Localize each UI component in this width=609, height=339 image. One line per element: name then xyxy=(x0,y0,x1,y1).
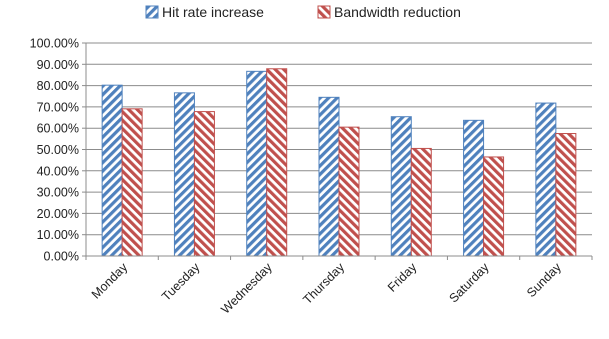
legend-label-bandwidth-reduction: Bandwidth reduction xyxy=(334,4,461,20)
bar-hit-rate-increase-monday xyxy=(101,84,123,257)
bar-bandwidth-reduction-thursday xyxy=(338,126,360,257)
x-tick-label: Thursday xyxy=(300,260,347,307)
bar-bandwidth-reduction-tuesday xyxy=(193,111,215,257)
bar-hit-rate-increase-wednesday xyxy=(246,70,268,257)
y-tick-label: 30.00% xyxy=(37,186,79,200)
bar-hit-rate-increase-sunday xyxy=(535,102,557,257)
legend-label-hit-rate-increase: Hit rate increase xyxy=(162,4,264,20)
y-tick-label: 10.00% xyxy=(37,228,79,242)
bar-bandwidth-reduction-saturday xyxy=(483,156,505,257)
y-tick-label: 70.00% xyxy=(37,100,79,114)
y-tick-label: 20.00% xyxy=(37,207,79,221)
bar-hit-rate-increase-thursday xyxy=(318,96,340,257)
bar-hit-rate-increase-tuesday xyxy=(173,92,195,257)
bar-hit-rate-increase-friday xyxy=(390,116,412,257)
y-tick-label: 100.00% xyxy=(30,37,79,51)
bar-bandwidth-reduction-sunday xyxy=(555,133,577,257)
bar-bandwidth-reduction-monday xyxy=(121,108,143,257)
bar-bandwidth-reduction-wednesday xyxy=(266,68,288,257)
y-tick-label: 90.00% xyxy=(37,58,79,72)
x-tick-label: Sunday xyxy=(524,260,564,300)
y-tick-label: 50.00% xyxy=(37,143,79,157)
bar-hit-rate-increase-saturday xyxy=(463,119,485,257)
y-axis: 0.00% 10.00% 20.00% 30.00% 40.00% 50.00% 60.00… xyxy=(30,37,87,264)
x-tick-label: Monday xyxy=(89,260,131,302)
bar-bandwidth-reduction-friday xyxy=(410,147,432,257)
x-tick-label: Wednesday xyxy=(218,260,275,317)
y-tick-label: 40.00% xyxy=(37,164,79,178)
x-tick-label: Friday xyxy=(385,260,420,295)
x-axis: Monday Tuesday Wednesday Thursday Friday Satu… xyxy=(85,255,593,317)
y-tick-label: 80.00% xyxy=(37,79,79,93)
y-tick-label: 0.00% xyxy=(44,250,79,264)
bars xyxy=(101,68,577,257)
y-tick-label: 60.00% xyxy=(37,122,79,136)
legend-swatch-bandwidth-reduction xyxy=(317,5,331,19)
x-tick-label: Tuesday xyxy=(159,260,203,304)
legend: Hit rate increase Bandwidth reduction xyxy=(145,4,461,20)
legend-swatch-hit-rate-increase xyxy=(145,5,159,19)
x-tick-label: Saturday xyxy=(446,260,492,306)
